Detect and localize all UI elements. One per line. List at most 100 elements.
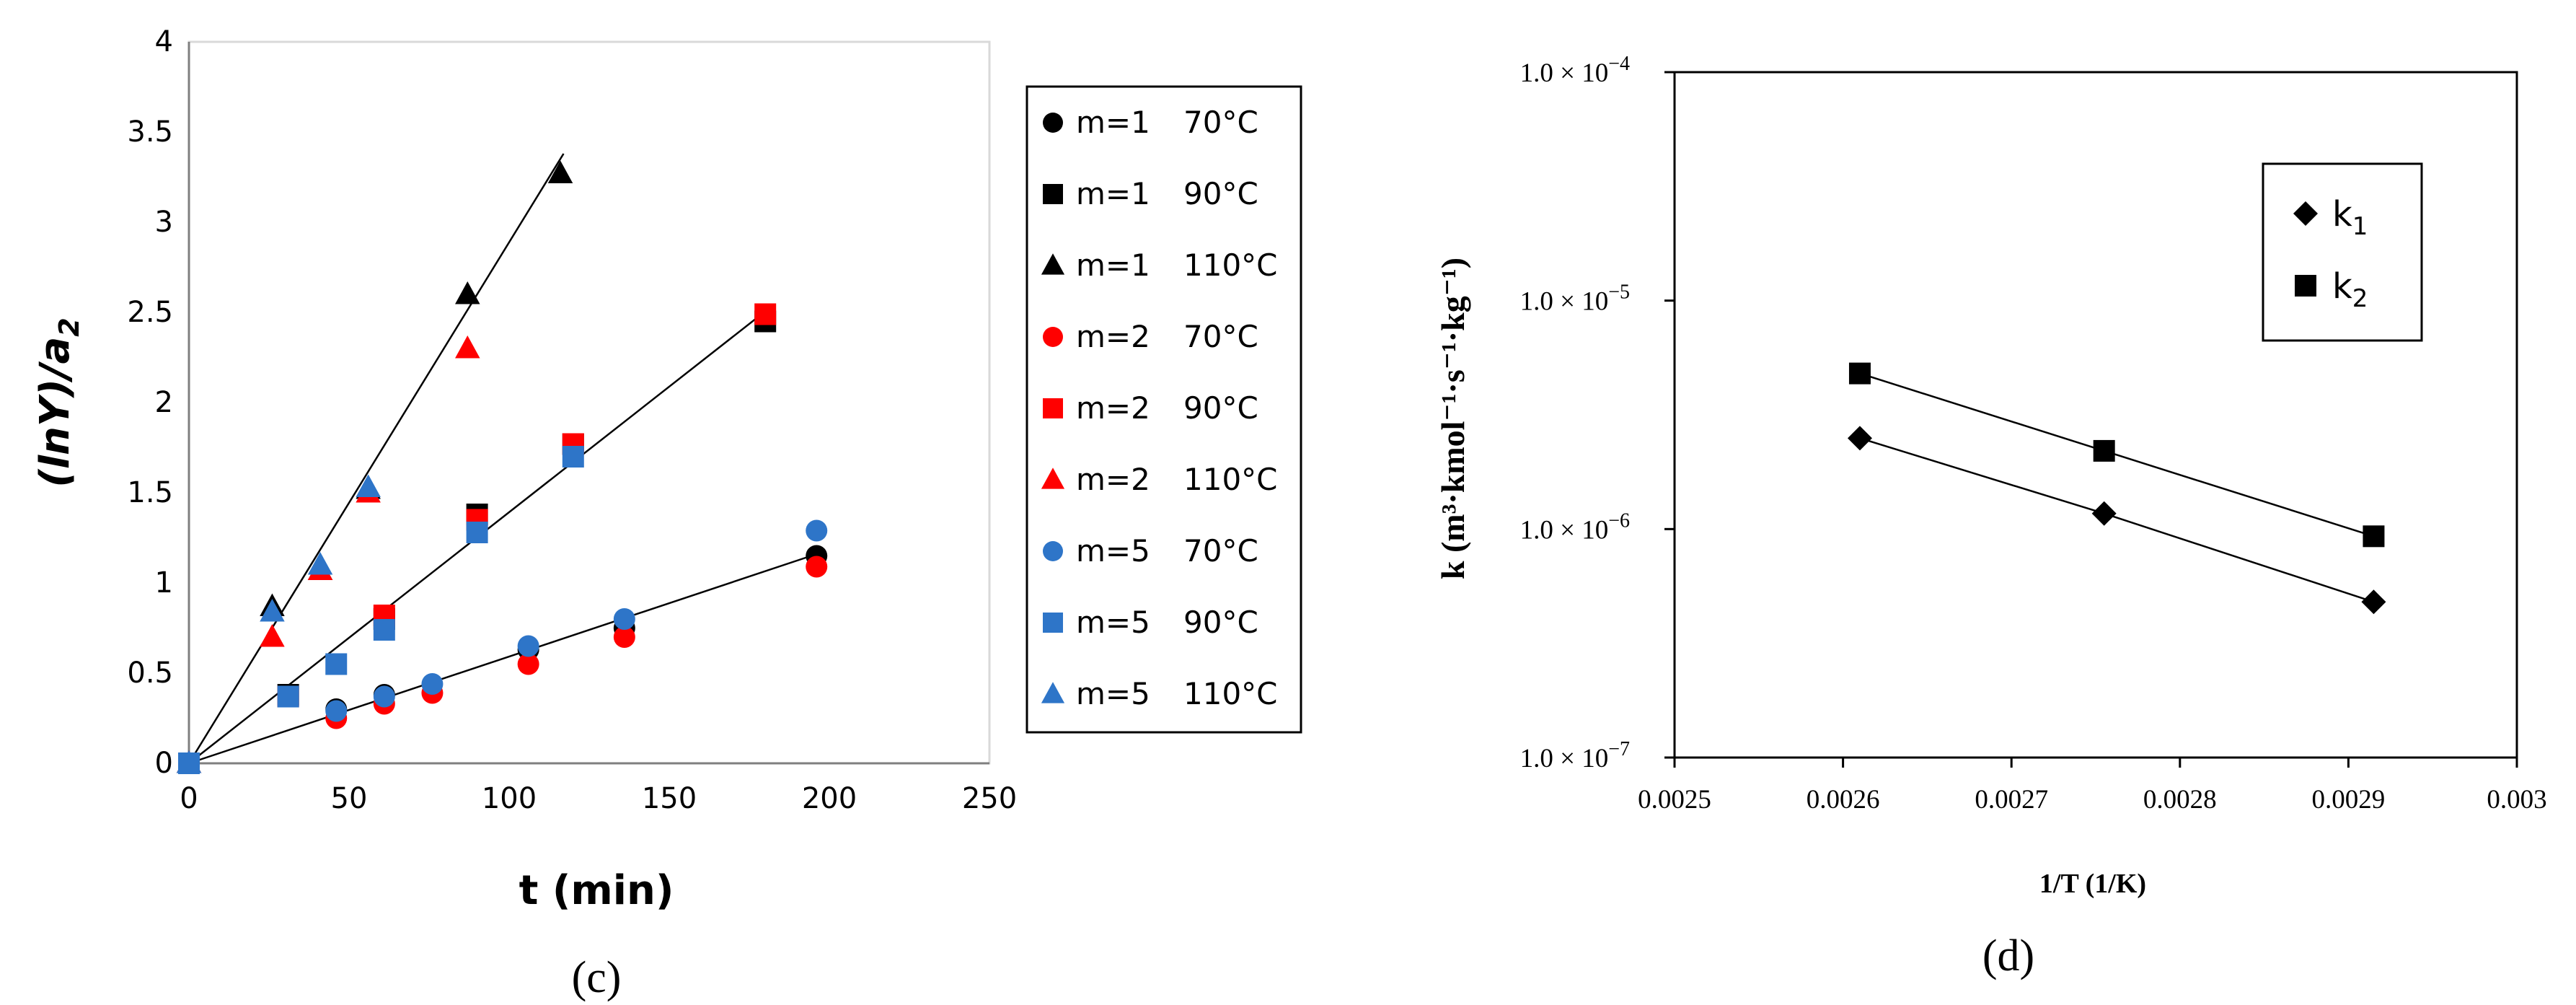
x-tick-label-d: 0.0028: [2143, 785, 2217, 815]
legend-label-c: m=5: [1076, 676, 1150, 711]
legend-marker-c: [1041, 682, 1065, 703]
data-point-c: [277, 685, 299, 708]
y-tick-label-c: 2.5: [127, 296, 173, 329]
data-point-c: [325, 653, 348, 675]
y-tick-label-c: 1: [155, 566, 173, 600]
x-tick-label-c: 200: [802, 782, 857, 815]
data-point-c: [455, 335, 480, 359]
data-point-c: [466, 522, 488, 543]
y-axis-label-c-subscript: 2: [53, 317, 85, 336]
y-tick-label-d: 1.0 × 10−4: [1520, 53, 1630, 88]
tick-labels-d: 0.0025 0.0026 0.0027 0.0028 0.0029 0.003 1.0 ×…: [1520, 53, 2547, 815]
data-point-d: [1847, 426, 1872, 451]
y-axis-label-c: (lnY)/a2: [32, 317, 85, 488]
legend-label-c: m=2: [1076, 390, 1150, 426]
x-tick-label-d: 0.0029: [2312, 785, 2386, 815]
data-point-c: [260, 599, 285, 622]
panel-label-c: (c): [572, 953, 622, 1002]
data-point-d: [2091, 501, 2117, 526]
legend-marker-d: [2295, 275, 2316, 297]
data-point-c: [613, 626, 635, 648]
x-tick-label-c: 250: [962, 782, 1017, 815]
legend-c: [1025, 85, 1302, 734]
legend-marker-c: [1043, 327, 1063, 347]
x-tick-label-d: 0.0027: [1975, 785, 2048, 815]
data-point-d: [2093, 439, 2115, 462]
data-point-c: [421, 673, 444, 695]
x-tick-label-d: 0.003: [2487, 785, 2546, 815]
y-tick-label-c: 0.5: [127, 657, 173, 690]
tick-labels-c: 0 0.5 1 1.5 2 2.5 3 3.5 4 0 50 100 150 200 250: [127, 25, 1017, 815]
data-point-c: [754, 303, 777, 325]
y-tick-label-c: 3.5: [127, 115, 173, 149]
legend-label-c: 90°C: [1183, 605, 1258, 640]
panel-d: 0.0025 0.0026 0.0027 0.0028 0.0029 0.003 1.0 ×…: [1434, 53, 2547, 980]
legend-subscript-d: 1: [2352, 212, 2368, 241]
data-point-c: [373, 619, 395, 641]
legend-label-c: 110°C: [1183, 462, 1278, 497]
x-tick-label-c: 100: [482, 782, 537, 815]
legend-marker-c: [1041, 253, 1065, 275]
legend-marker-c: [1043, 113, 1063, 133]
legend-marker-c: [1041, 468, 1065, 489]
data-points-d: [1847, 362, 2386, 615]
legend-label-c: 70°C: [1183, 319, 1258, 354]
data-point-c: [356, 474, 381, 497]
data-point-c: [455, 281, 480, 304]
y-axis-label-c-text: (lnY)/a: [32, 337, 79, 488]
y-tick-exponent-d: −5: [1608, 281, 1630, 304]
legend-label-c: m=2: [1076, 462, 1150, 497]
data-point-c: [613, 608, 635, 630]
x-axis-label-d: 1/T (1/K): [2039, 869, 2146, 899]
fit-lines-d: [1859, 372, 2374, 603]
data-point-c: [307, 552, 333, 575]
x-tick-label-d: 0.0026: [1807, 785, 1880, 815]
data-point-d: [1848, 362, 1871, 385]
data-point-d: [2363, 525, 2385, 548]
panel-c: 0 0.5 1 1.5 2 2.5 3 3.5 4 0 50 100 150 200 250 t (min)…: [32, 25, 1302, 1002]
data-point-c: [373, 685, 395, 708]
legend-d: [2262, 162, 2423, 342]
legend-label-c: 70°C: [1183, 105, 1258, 140]
x-tick-label-d: 0.0025: [1638, 785, 1711, 815]
legend-label-c: 90°C: [1183, 176, 1258, 211]
legend-label-c: m=1: [1076, 105, 1150, 140]
y-tick-label-c: 0: [155, 747, 173, 780]
y-tick-exponent-d: −6: [1608, 509, 1630, 532]
legend-label-c: 70°C: [1183, 533, 1258, 569]
data-point-d: [2361, 589, 2386, 615]
fit-line-c: [188, 153, 565, 764]
legend-subscript-d: 2: [2352, 284, 2368, 313]
data-point-c: [806, 519, 828, 542]
data-point-c: [562, 446, 584, 468]
plot-area-c: [188, 40, 991, 765]
y-axis-label-d: k (m³·kmol⁻¹·s⁻¹·kg⁻¹): [1434, 258, 1471, 579]
data-point-c: [260, 624, 285, 647]
y-tick-label-c: 1.5: [127, 476, 173, 509]
data-point-c: [325, 700, 348, 722]
legend-marker-c: [1043, 613, 1063, 633]
plot-area-d: [1673, 71, 2518, 759]
legend-label-c: m=5: [1076, 605, 1150, 640]
legend-label-c: 90°C: [1183, 390, 1258, 426]
data-point-c: [517, 635, 539, 657]
fit-line-d: [1859, 372, 2374, 537]
data-point-c: [547, 160, 573, 183]
legend-label-c: m=1: [1076, 176, 1150, 211]
legend-marker-d: [2293, 201, 2318, 226]
y-tick-label-c: 3: [155, 206, 173, 239]
x-tick-label-c: 150: [642, 782, 697, 815]
legend-label-c: m=2: [1076, 319, 1150, 354]
data-point-c: [806, 556, 828, 578]
data-points-c: [176, 160, 828, 774]
legend-items-c: m=1 70°C m=1 90°C m=1 110°C m=2 70°C m=2 90°C m=2 1…: [1041, 105, 1278, 711]
legend-label-c: 110°C: [1183, 676, 1278, 711]
x-tick-label-c: 50: [331, 782, 368, 815]
legend-label-c: 110°C: [1183, 247, 1278, 283]
panel-label-d: (d): [1982, 931, 2034, 980]
fit-line-c: [188, 553, 817, 765]
legend-label-c: m=5: [1076, 533, 1150, 569]
y-tick-label-c: 2: [155, 386, 173, 419]
